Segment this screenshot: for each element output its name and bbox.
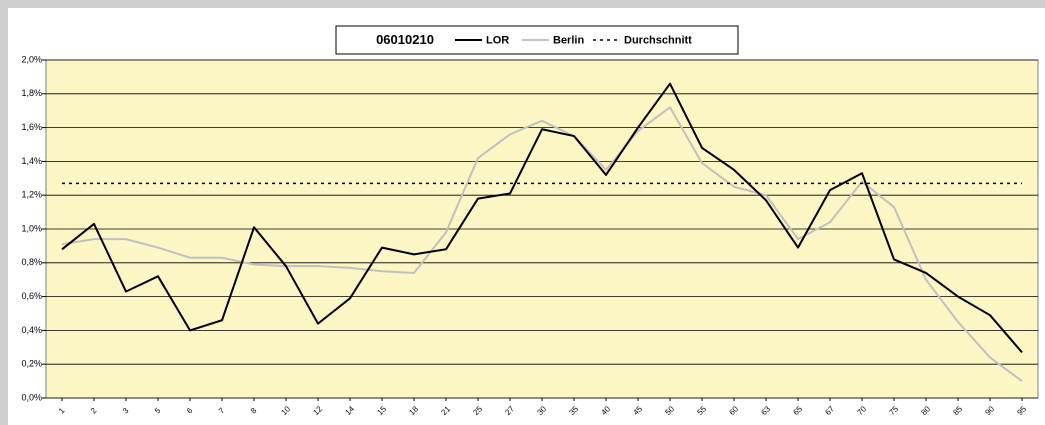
legend-label: Berlin: [553, 34, 584, 46]
y-tick-label: 0,6%: [21, 291, 42, 301]
chart-title: 06010210: [376, 32, 434, 47]
y-tick-label: 0,0%: [21, 392, 42, 402]
y-tick-label: 0,8%: [21, 257, 42, 267]
x-tick-label: 1: [57, 406, 67, 416]
legend-label: LOR: [486, 34, 509, 46]
y-tick-label: 1,6%: [21, 122, 42, 132]
y-tick-label: 0,4%: [21, 325, 42, 335]
y-tick-label: 2,0%: [21, 54, 42, 64]
x-tick-label: 5: [153, 406, 163, 416]
x-tick-label: 2: [89, 406, 99, 416]
y-tick-label: 1,2%: [21, 190, 42, 200]
legend-label: Durchschnitt: [624, 34, 692, 46]
y-tick-label: 1,8%: [21, 88, 42, 98]
x-tick-label: 6: [185, 406, 195, 416]
x-tick-label: 3: [121, 406, 131, 416]
line-lor: [61, 82, 1023, 354]
y-tick-label: 1,0%: [21, 223, 42, 233]
line-berlin: [61, 106, 1023, 382]
x-tick-label: 8: [249, 406, 259, 416]
y-tick-label: 1,4%: [21, 156, 42, 166]
y-tick-label: 0,2%: [21, 359, 42, 369]
x-tick-label: 7: [217, 406, 227, 416]
